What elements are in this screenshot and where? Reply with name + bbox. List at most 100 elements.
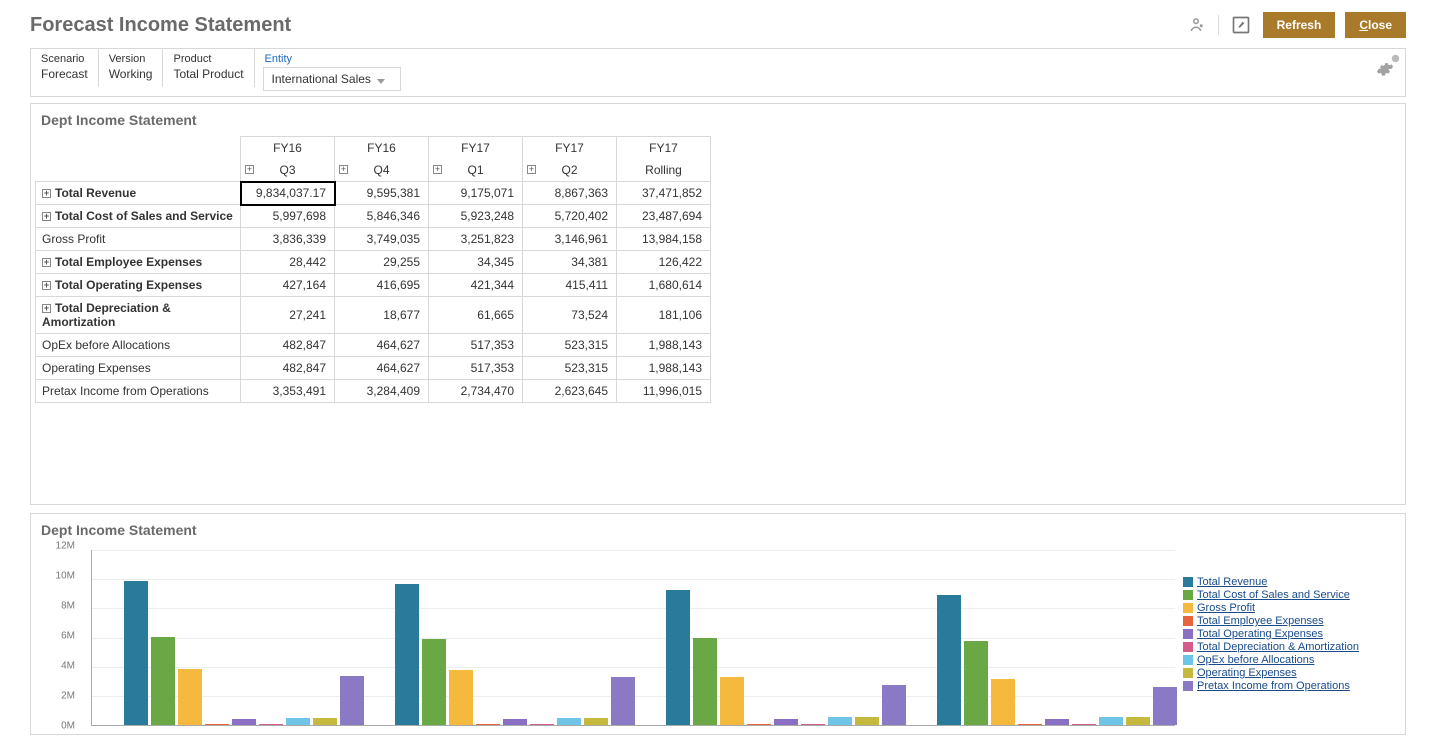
table-cell[interactable]: 1,988,143 [617, 334, 711, 357]
chart-bar[interactable] [1153, 687, 1177, 725]
table-cell[interactable]: 3,749,035 [335, 228, 429, 251]
chart-bar[interactable] [937, 595, 961, 725]
chart-bar[interactable] [855, 717, 879, 725]
table-cell[interactable]: 28,442 [241, 251, 335, 274]
chart-bar[interactable] [259, 724, 283, 725]
table-cell[interactable]: 3,146,961 [523, 228, 617, 251]
chart-bar[interactable] [476, 724, 500, 725]
chart-bar[interactable] [991, 679, 1015, 725]
table-cell[interactable]: 523,315 [523, 334, 617, 357]
chart-bar[interactable] [720, 677, 744, 725]
chart-bar[interactable] [1126, 717, 1150, 725]
expand-col-icon[interactable]: + [433, 165, 442, 174]
chart-bar[interactable] [530, 724, 554, 725]
legend-item[interactable]: OpEx before Allocations [1183, 654, 1397, 666]
table-cell[interactable]: 29,255 [335, 251, 429, 274]
chart-bar[interactable] [774, 719, 798, 725]
chart-bar[interactable] [1045, 719, 1069, 725]
table-cell[interactable]: 2,734,470 [429, 380, 523, 403]
table-cell[interactable]: 3,353,491 [241, 380, 335, 403]
table-cell[interactable]: 5,997,698 [241, 205, 335, 228]
legend-item[interactable]: Pretax Income from Operations [1183, 680, 1397, 692]
table-cell[interactable]: 5,923,248 [429, 205, 523, 228]
expand-row-icon[interactable]: + [42, 212, 51, 221]
table-cell[interactable]: 517,353 [429, 357, 523, 380]
table-cell[interactable]: 61,665 [429, 297, 523, 334]
chart-bar[interactable] [286, 718, 310, 725]
chart-bar[interactable] [828, 717, 852, 725]
settings-button[interactable] [1371, 55, 1399, 83]
table-cell[interactable]: 482,847 [241, 334, 335, 357]
entity-select[interactable]: International Sales [263, 67, 401, 91]
table-cell[interactable]: 523,315 [523, 357, 617, 380]
chart-bar[interactable] [151, 637, 175, 725]
legend-item[interactable]: Total Revenue [1183, 576, 1397, 588]
chart-bar[interactable] [964, 641, 988, 725]
chart-bar[interactable] [340, 676, 364, 725]
table-cell[interactable]: 13,984,158 [617, 228, 711, 251]
table-cell[interactable]: 11,996,015 [617, 380, 711, 403]
table-cell[interactable]: 9,834,037.17 [241, 182, 335, 205]
chart-bar[interactable] [611, 677, 635, 725]
table-cell[interactable]: 3,284,409 [335, 380, 429, 403]
table-cell[interactable]: 5,720,402 [523, 205, 617, 228]
expand-col-icon[interactable]: + [339, 165, 348, 174]
table-cell[interactable]: 464,627 [335, 334, 429, 357]
legend-item[interactable]: Total Depreciation & Amortization [1183, 641, 1397, 653]
close-button[interactable]: Close [1345, 12, 1406, 38]
table-cell[interactable]: 3,836,339 [241, 228, 335, 251]
legend-item[interactable]: Total Employee Expenses [1183, 615, 1397, 627]
table-cell[interactable]: 2,623,645 [523, 380, 617, 403]
expand-col-icon[interactable]: + [527, 165, 536, 174]
table-cell[interactable]: 126,422 [617, 251, 711, 274]
chart-bar[interactable] [693, 638, 717, 725]
chart-bar[interactable] [666, 590, 690, 725]
chart-bar[interactable] [178, 669, 202, 725]
table-cell[interactable]: 3,251,823 [429, 228, 523, 251]
legend-item[interactable]: Gross Profit [1183, 602, 1397, 614]
expand-row-icon[interactable]: + [42, 258, 51, 267]
chart-bar[interactable] [395, 584, 419, 725]
chart-bar[interactable] [1018, 724, 1042, 725]
chart-bar[interactable] [503, 719, 527, 725]
chart-bar[interactable] [232, 719, 256, 725]
legend-item[interactable]: Total Operating Expenses [1183, 628, 1397, 640]
expand-row-icon[interactable]: + [42, 281, 51, 290]
org-icon[interactable] [1184, 13, 1208, 37]
chart-bar[interactable] [882, 685, 906, 725]
table-cell[interactable]: 181,106 [617, 297, 711, 334]
table-cell[interactable]: 37,471,852 [617, 182, 711, 205]
chart-bar[interactable] [747, 724, 771, 725]
table-cell[interactable]: 73,524 [523, 297, 617, 334]
chart-bar[interactable] [801, 724, 825, 725]
legend-item[interactable]: Operating Expenses [1183, 667, 1397, 679]
legend-item[interactable]: Total Cost of Sales and Service [1183, 589, 1397, 601]
chart-bar[interactable] [1072, 724, 1096, 725]
table-cell[interactable]: 464,627 [335, 357, 429, 380]
chart-bar[interactable] [557, 718, 581, 725]
table-cell[interactable]: 18,677 [335, 297, 429, 334]
table-cell[interactable]: 34,381 [523, 251, 617, 274]
table-cell[interactable]: 9,595,381 [335, 182, 429, 205]
chart-bar[interactable] [205, 724, 229, 725]
table-cell[interactable]: 482,847 [241, 357, 335, 380]
expand-row-icon[interactable]: + [42, 189, 51, 198]
table-cell[interactable]: 9,175,071 [429, 182, 523, 205]
edit-icon[interactable] [1229, 13, 1253, 37]
expand-col-icon[interactable]: + [245, 165, 254, 174]
table-cell[interactable]: 427,164 [241, 274, 335, 297]
table-cell[interactable]: 1,680,614 [617, 274, 711, 297]
table-cell[interactable]: 416,695 [335, 274, 429, 297]
table-cell[interactable]: 8,867,363 [523, 182, 617, 205]
table-cell[interactable]: 1,988,143 [617, 357, 711, 380]
table-cell[interactable]: 27,241 [241, 297, 335, 334]
table-cell[interactable]: 517,353 [429, 334, 523, 357]
table-cell[interactable]: 5,846,346 [335, 205, 429, 228]
chart-bar[interactable] [422, 639, 446, 725]
table-cell[interactable]: 34,345 [429, 251, 523, 274]
table-cell[interactable]: 415,411 [523, 274, 617, 297]
chart-bar[interactable] [584, 718, 608, 725]
expand-row-icon[interactable]: + [42, 304, 51, 313]
table-cell[interactable]: 421,344 [429, 274, 523, 297]
table-cell[interactable]: 23,487,694 [617, 205, 711, 228]
